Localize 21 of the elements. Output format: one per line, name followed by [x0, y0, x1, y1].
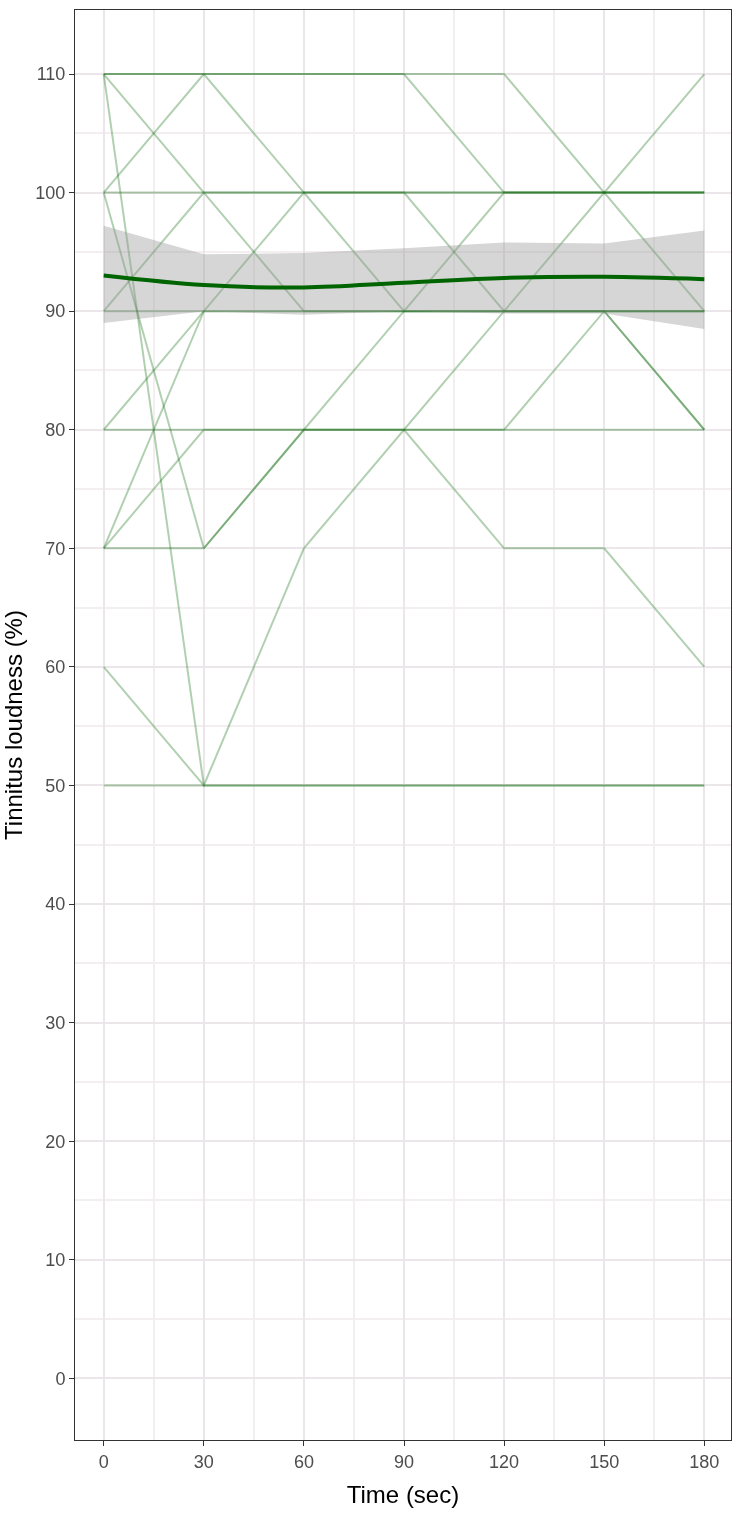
- x-tick-label: 120: [489, 1451, 520, 1472]
- y-tick-label: 10: [45, 1250, 66, 1271]
- x-axis-title: Time (sec): [346, 1480, 460, 1508]
- y-tick-label: 40: [45, 894, 66, 915]
- x-tick-label: 90: [393, 1451, 415, 1472]
- y-tick-label: 20: [45, 1131, 66, 1152]
- x-tick-label: 30: [193, 1451, 214, 1472]
- y-tick-label: 100: [35, 182, 66, 203]
- y-tick-label: 70: [45, 538, 66, 559]
- x-tick-label: 60: [293, 1451, 314, 1472]
- y-tick-label: 30: [45, 1012, 66, 1033]
- y-tick-label: 0: [55, 1368, 66, 1389]
- y-tick-label: 110: [36, 64, 66, 85]
- y-axis-title: Tinnitus loudness (%): [0, 610, 27, 840]
- x-tick-label: 0: [98, 1451, 109, 1472]
- y-tick-label: 90: [45, 301, 66, 322]
- y-tick-label: 80: [45, 420, 66, 441]
- x-tick-label: 180: [689, 1451, 720, 1472]
- x-tick-label: 150: [589, 1451, 620, 1472]
- y-tick-label: 60: [45, 657, 66, 678]
- y-tick-label: 50: [45, 775, 66, 796]
